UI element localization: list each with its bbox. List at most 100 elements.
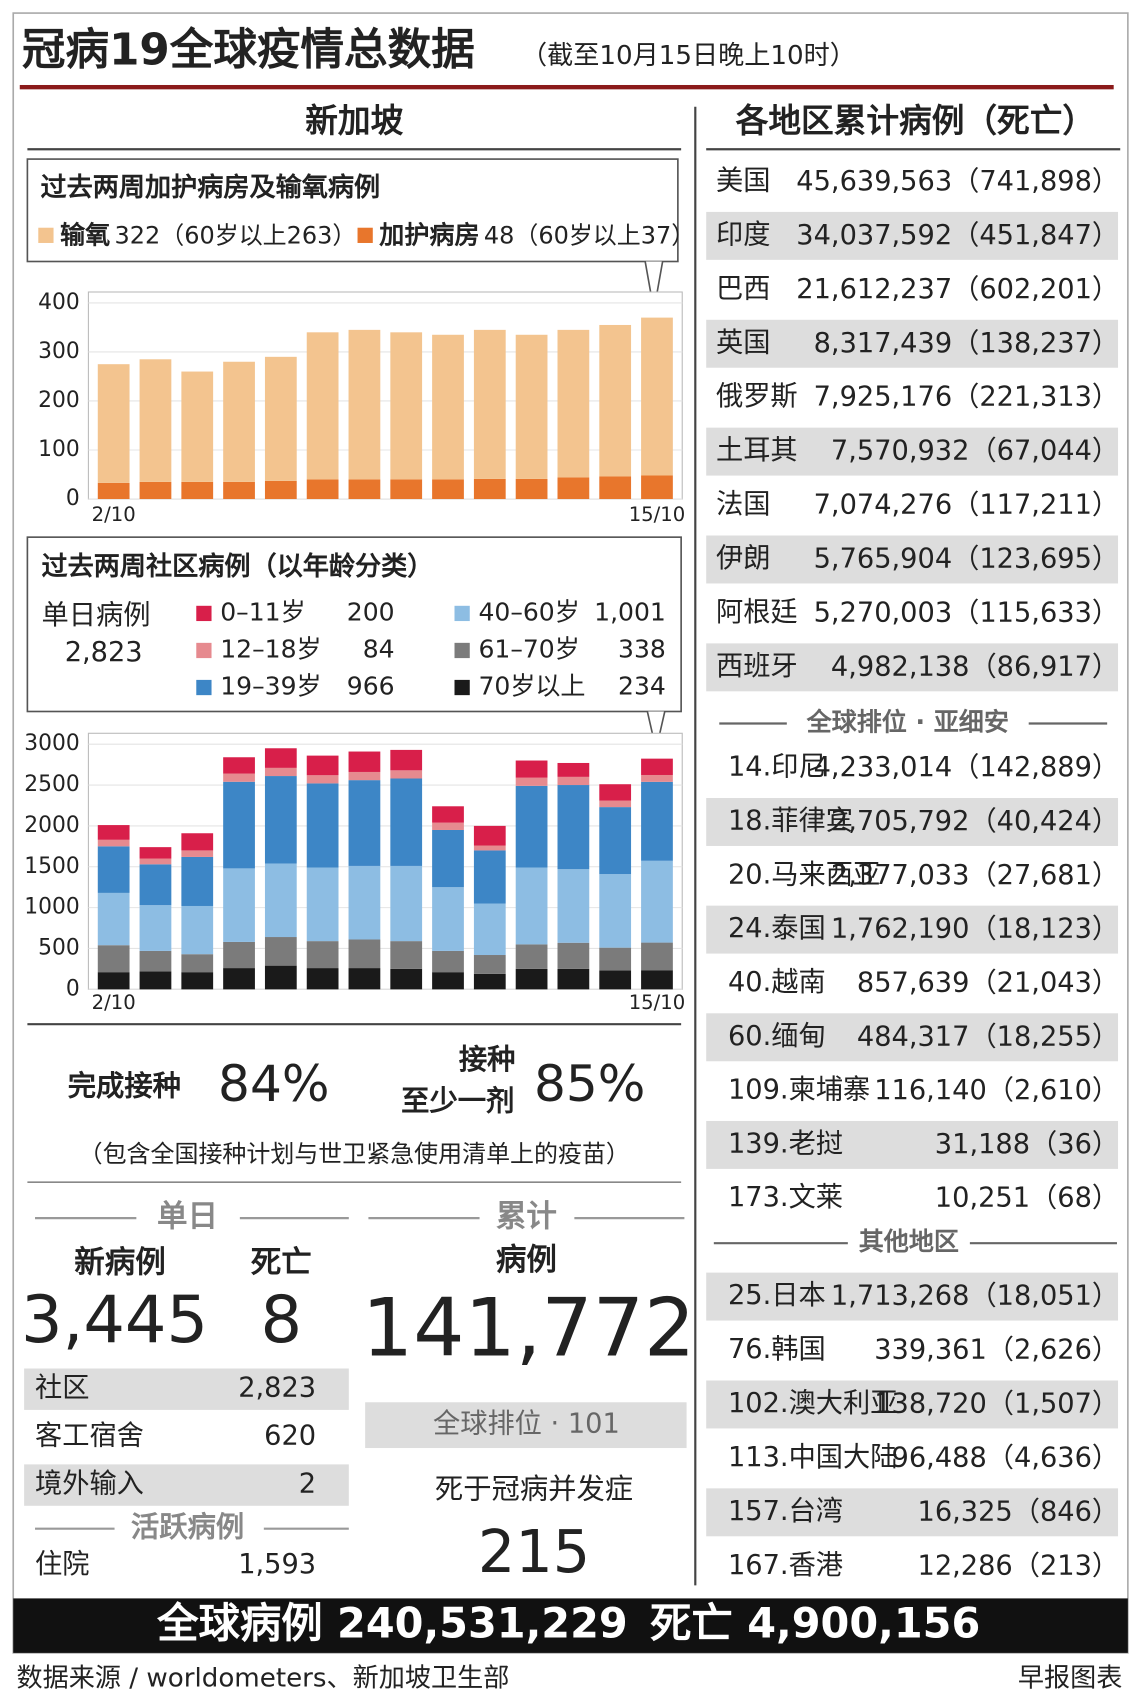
- region-cases: 21,612,237: [796, 273, 952, 304]
- y-tick-label: 0: [66, 486, 80, 511]
- legend-swatch: [454, 679, 470, 696]
- region-deaths: （115,633）: [952, 597, 1119, 628]
- region-cases: 5,765,904: [814, 543, 953, 574]
- region-figures: 96,488（4,636）: [892, 1442, 1120, 1473]
- title-rule: [19, 84, 1114, 90]
- bar-segment: [432, 972, 464, 990]
- legend-swatch: [38, 227, 54, 243]
- region-cases: 116,140: [874, 1075, 987, 1106]
- stat-label: 死于冠病并发症: [435, 1473, 633, 1506]
- region-figures: 2,377,033（27,681）: [831, 859, 1119, 890]
- bar-segment: [557, 968, 590, 990]
- bar-segment: [139, 950, 172, 972]
- bar-segment: [348, 968, 381, 990]
- y-tick-label: 300: [38, 339, 80, 364]
- region-deaths: （4,636）: [987, 1442, 1119, 1473]
- legend-swatch: [357, 227, 373, 243]
- region-deaths: （1,507）: [987, 1388, 1119, 1419]
- row-band: [706, 1272, 1119, 1321]
- bar-segment: [264, 937, 297, 966]
- bar-segment: [473, 850, 506, 904]
- region-deaths: （123,695）: [952, 543, 1119, 574]
- bar-segment: [599, 476, 632, 500]
- bar-segment: [97, 482, 130, 500]
- region-name: 167.香港: [728, 1550, 843, 1581]
- bar-segment: [557, 477, 590, 500]
- region-figures: 2,705,792（40,424）: [831, 805, 1119, 836]
- legend-value: 966: [347, 672, 395, 701]
- bar-segment: [557, 329, 590, 478]
- bar-segment: [515, 760, 548, 778]
- bar-segment: [390, 770, 423, 779]
- bar-segment: [473, 973, 506, 990]
- region-deaths: （18,051）: [969, 1280, 1119, 1311]
- section-heading: 累计: [496, 1200, 557, 1235]
- region-deaths: （86,917）: [969, 651, 1119, 682]
- global-cases: 全球病例 240,531,229: [156, 1600, 628, 1648]
- section-heading: 各地区累计病例（死亡）: [735, 102, 1095, 140]
- row-band: [706, 535, 1119, 584]
- region-deaths: （27,681）: [969, 859, 1119, 890]
- bar-segment: [97, 892, 130, 946]
- row-band: [706, 1488, 1119, 1537]
- legend-box: [26, 158, 679, 263]
- region-deaths: （2,626）: [987, 1334, 1119, 1365]
- bar-segment: [641, 758, 673, 775]
- region-figures: 10,251（68）: [935, 1182, 1119, 1213]
- bar-segment: [432, 950, 464, 973]
- region-cases: 4,982,138: [831, 651, 970, 682]
- section-heading: 新加坡: [305, 102, 403, 140]
- bar-segment: [473, 825, 506, 846]
- total-label: 单日病例: [42, 600, 151, 631]
- bar-segment: [390, 778, 423, 866]
- bar-segment: [264, 965, 297, 990]
- bar-segment: [139, 481, 172, 500]
- region-figures: 138,720（1,507）: [874, 1388, 1119, 1419]
- bar-segment: [515, 867, 548, 945]
- bar-segment: [348, 939, 381, 969]
- bar-segment: [97, 945, 130, 973]
- bar-segment: [557, 785, 590, 870]
- region-cases: 10,251: [935, 1182, 1030, 1213]
- region-name: 美国: [716, 165, 770, 196]
- bar-segment: [264, 767, 297, 777]
- legend-swatch: [196, 679, 212, 696]
- total-bar: [13, 1598, 1128, 1653]
- region-cases: 7,925,176: [814, 381, 953, 412]
- bar-segment: [599, 874, 632, 948]
- bar-segment: [515, 785, 548, 868]
- region-name: 109.柬埔寨: [728, 1075, 870, 1106]
- legend-label: 19–39岁: [220, 672, 321, 701]
- region-deaths: （142,889）: [952, 752, 1119, 783]
- bar-segment: [181, 856, 214, 906]
- region-figures: 339,361（2,626）: [874, 1334, 1119, 1365]
- bar-segment: [306, 332, 339, 480]
- bar-segment: [264, 748, 297, 768]
- bar-segment: [432, 334, 464, 480]
- bar-segment: [223, 773, 255, 782]
- stat-value: 3,445: [21, 1282, 208, 1358]
- region-cases: 138,720: [874, 1388, 987, 1419]
- region-deaths: （117,211）: [952, 489, 1119, 520]
- bar-segment: [181, 954, 214, 973]
- bar-segment: [223, 968, 255, 990]
- title: 冠病19全球疫情总数据: [22, 25, 475, 75]
- region-name: 阿根廷: [716, 597, 798, 628]
- bar-segment: [599, 784, 632, 801]
- bar-segment: [432, 822, 464, 830]
- y-tick-label: 200: [38, 388, 80, 413]
- vaccination-label: 接种: [459, 1043, 516, 1076]
- row-band: [24, 1368, 349, 1410]
- region-name: 20.马来西亚: [728, 859, 880, 890]
- bar-segment: [264, 356, 297, 481]
- bar-segment: [390, 332, 423, 480]
- stat-label: 新病例: [74, 1245, 166, 1280]
- y-tick-label: 0: [66, 976, 80, 1001]
- region-figures: 45,639,563（741,898）: [796, 165, 1119, 196]
- region-name: 法国: [716, 489, 770, 520]
- bar-segment: [306, 783, 339, 868]
- row-value: 2: [299, 1469, 316, 1500]
- chart-title: 过去两周加护病房及输氧病例: [40, 172, 380, 203]
- x-tick-label: 15/10: [629, 503, 686, 526]
- region-cases: 2,377,033: [831, 859, 970, 890]
